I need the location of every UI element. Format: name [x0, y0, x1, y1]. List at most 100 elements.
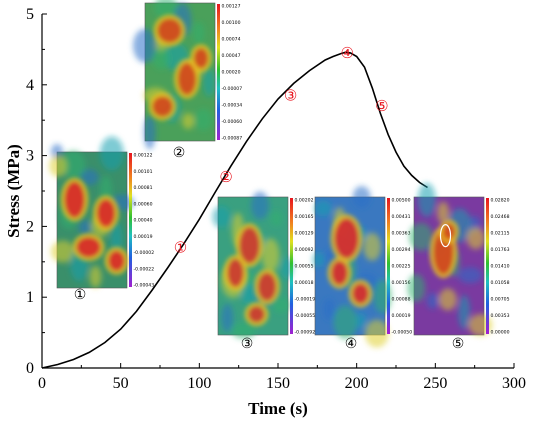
strain-patch: [49, 155, 68, 178]
strain-concentration: [443, 223, 455, 240]
strain-patch: [251, 191, 269, 220]
strain-concentration: [331, 260, 348, 285]
x-tick-label: 200: [345, 375, 369, 392]
colorbar-label: 0.00129: [295, 231, 314, 237]
colorbar-label: -0.00087: [222, 136, 243, 142]
strain-patch: [212, 205, 231, 228]
colorbar-label: 0.00047: [222, 53, 241, 59]
strain-patch: [323, 298, 335, 321]
colorbar: [217, 4, 220, 140]
colorbar-label: 0.01058: [491, 280, 510, 286]
colorbar-label: 0.00019: [392, 313, 411, 319]
strain-patch: [192, 21, 205, 44]
colorbar-label: -0.00092: [295, 330, 316, 336]
strain-patch: [194, 108, 213, 131]
strain-patch: [354, 312, 367, 329]
colorbar: [129, 153, 132, 287]
strain-patch: [61, 150, 86, 179]
y-tick-label: 5: [26, 6, 34, 23]
stage-marker: ②: [219, 170, 232, 186]
stage-marker: ①: [174, 241, 187, 257]
inset-5: 0.02820 0.02468 0.02115 0.01763 0.01410 0.010…: [407, 182, 510, 352]
strain-patch: [312, 251, 325, 268]
colorbar-label: 0.00225: [392, 264, 411, 270]
inset-caption: ①: [74, 288, 87, 303]
colorbar-label: 0.00127: [222, 4, 241, 10]
colorbar-label: 0.00363: [392, 231, 411, 237]
colorbar-label: 0.00088: [392, 297, 411, 303]
inset-3: 0.00202 0.00165 0.00129 0.00092 0.00055 0.000…: [212, 191, 316, 352]
colorbar-label: 0.00040: [134, 218, 153, 224]
inset-caption: ⑤: [452, 337, 465, 352]
inset-caption: ③: [241, 337, 254, 352]
inset-caption: ④: [345, 337, 358, 352]
strain-patch: [50, 240, 75, 263]
colorbar-label: 0.00055: [295, 264, 314, 270]
strain-concentration: [227, 258, 244, 287]
strain-patch: [363, 232, 382, 261]
strain-patch: [133, 28, 157, 63]
colorbar-label: -0.00002: [134, 250, 155, 256]
strain-patch: [364, 319, 389, 348]
colorbar-label: 0.00122: [134, 153, 153, 159]
colorbar-label: 0.00074: [222, 37, 241, 43]
colorbar-label: 0.02115: [491, 231, 510, 237]
strain-patch: [240, 282, 259, 305]
colorbar-label: -0.00050: [392, 330, 413, 336]
colorbar-label: -0.00060: [222, 119, 243, 125]
strain-patch: [182, 113, 195, 130]
strain-patch: [270, 210, 283, 227]
y-tick-label: 1: [26, 289, 34, 306]
colorbar-label: 0.00500: [392, 198, 411, 204]
stage-markers: ① ② ③ ④ ⑤: [174, 46, 389, 257]
strain-concentration: [108, 250, 125, 271]
stage-marker: ③: [284, 88, 297, 104]
strain-patch: [407, 274, 426, 303]
colorbar-label: 0.00100: [222, 20, 241, 26]
colorbar-label: 0.00165: [295, 214, 314, 220]
colorbar-label: -0.00043: [134, 283, 155, 289]
strain-concentration: [334, 218, 359, 259]
strain-patch: [458, 295, 471, 330]
colorbar-label: 0.01410: [491, 264, 510, 270]
colorbar: [290, 198, 293, 334]
colorbar-label: 0.00156: [392, 280, 411, 286]
y-tick-label: 2: [26, 218, 34, 235]
strain-concentration: [152, 96, 173, 117]
strain-patch: [261, 238, 280, 273]
strain-patch: [409, 222, 433, 251]
strain-patch: [143, 115, 156, 150]
dic-strain-insets: 0.00122 0.00101 0.00081 0.00060 0.00040 0.000…: [49, 0, 510, 352]
crack-highlight: [439, 224, 452, 248]
strain-patch: [458, 267, 482, 284]
strain-concentration: [258, 272, 276, 301]
strain-peaks: [223, 223, 280, 327]
strain-patch: [280, 257, 293, 280]
x-tick-label: 300: [502, 375, 526, 392]
colorbar-label: 0.00705: [491, 297, 510, 303]
strain-patch: [314, 200, 333, 217]
colorbar: [486, 198, 489, 334]
strain-concentration: [178, 62, 196, 95]
y-tick-label: 3: [26, 148, 34, 165]
strain-peaks: [327, 214, 373, 308]
strain-patch: [426, 292, 439, 309]
x-tick-label: 150: [266, 375, 290, 392]
stage-marker: ⑤: [375, 99, 388, 115]
y-tick-label: 4: [26, 77, 34, 94]
colorbar-label: 0.00101: [134, 169, 153, 175]
strain-peaks: [60, 177, 129, 275]
strain-patch: [333, 305, 358, 340]
colorbar-label: 0.02468: [491, 214, 510, 220]
strain-patch: [352, 186, 371, 208]
strain-concentration: [352, 283, 369, 304]
colorbar-label: 0.00018: [295, 280, 314, 286]
colorbar-label: 0.00202: [295, 198, 314, 204]
colorbar-label: -0.00022: [134, 266, 155, 272]
x-tick-label: 100: [187, 375, 211, 392]
strain-patch: [417, 182, 436, 217]
strain-patch: [152, 47, 171, 70]
colorbar-label: -0.00007: [222, 86, 243, 92]
colorbar-label: 0.00081: [134, 185, 153, 191]
strain-patch: [221, 303, 234, 332]
